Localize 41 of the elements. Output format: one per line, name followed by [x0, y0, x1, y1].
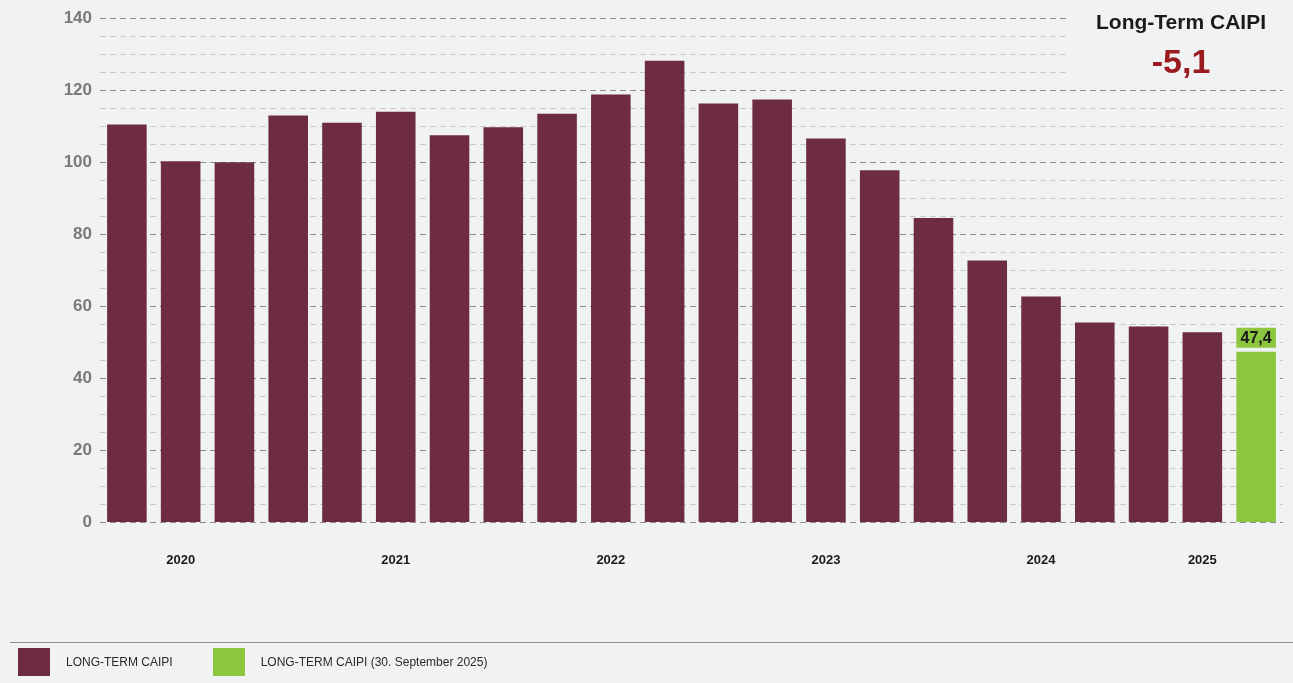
- bar: [214, 162, 255, 522]
- y-tick-label: 20: [73, 440, 92, 460]
- bar: [591, 94, 631, 522]
- bar: [268, 115, 308, 522]
- bar: [644, 60, 685, 522]
- y-tick-label: 80: [73, 223, 92, 243]
- bar: [322, 122, 362, 522]
- x-tick-label: 2020: [166, 551, 196, 567]
- bar: [1075, 322, 1115, 522]
- bar: [107, 124, 147, 522]
- bar: [1236, 351, 1276, 522]
- bar: [160, 161, 201, 522]
- bar: [698, 103, 739, 522]
- bar: [537, 113, 577, 522]
- bar: [859, 170, 900, 522]
- legend-label: LONG-TERM CAIPI: [66, 655, 173, 669]
- bar: [806, 138, 846, 522]
- bar: [752, 99, 792, 522]
- x-tick-label: 2021: [381, 551, 411, 567]
- bar: [1021, 296, 1061, 522]
- legend-label: LONG-TERM CAIPI (30. September 2025): [260, 655, 488, 669]
- x-tick-label: 2023: [811, 551, 841, 567]
- data-label: 47,4: [1240, 329, 1272, 347]
- y-tick-label: 100: [63, 151, 92, 171]
- annotation: Long-Term CAIPI: [1096, 9, 1266, 33]
- bar: [375, 111, 416, 522]
- x-tick-label: 2024: [1026, 551, 1057, 567]
- y-tick-label: 60: [73, 296, 92, 315]
- y-tick-label: 120: [63, 79, 92, 99]
- y-tick-label: 140: [63, 7, 92, 27]
- bar: [483, 127, 524, 522]
- y-tick-label: 40: [73, 368, 92, 388]
- annotation: -5,1: [1151, 42, 1211, 81]
- y-tick-label: 0: [82, 512, 92, 532]
- bar: [967, 260, 1008, 522]
- bar: [429, 135, 470, 522]
- bar: [1128, 326, 1169, 522]
- bar: [1182, 332, 1223, 522]
- x-tick-label: 2022: [596, 551, 626, 567]
- bar: [913, 218, 954, 522]
- x-tick-label: 2025: [1187, 551, 1217, 567]
